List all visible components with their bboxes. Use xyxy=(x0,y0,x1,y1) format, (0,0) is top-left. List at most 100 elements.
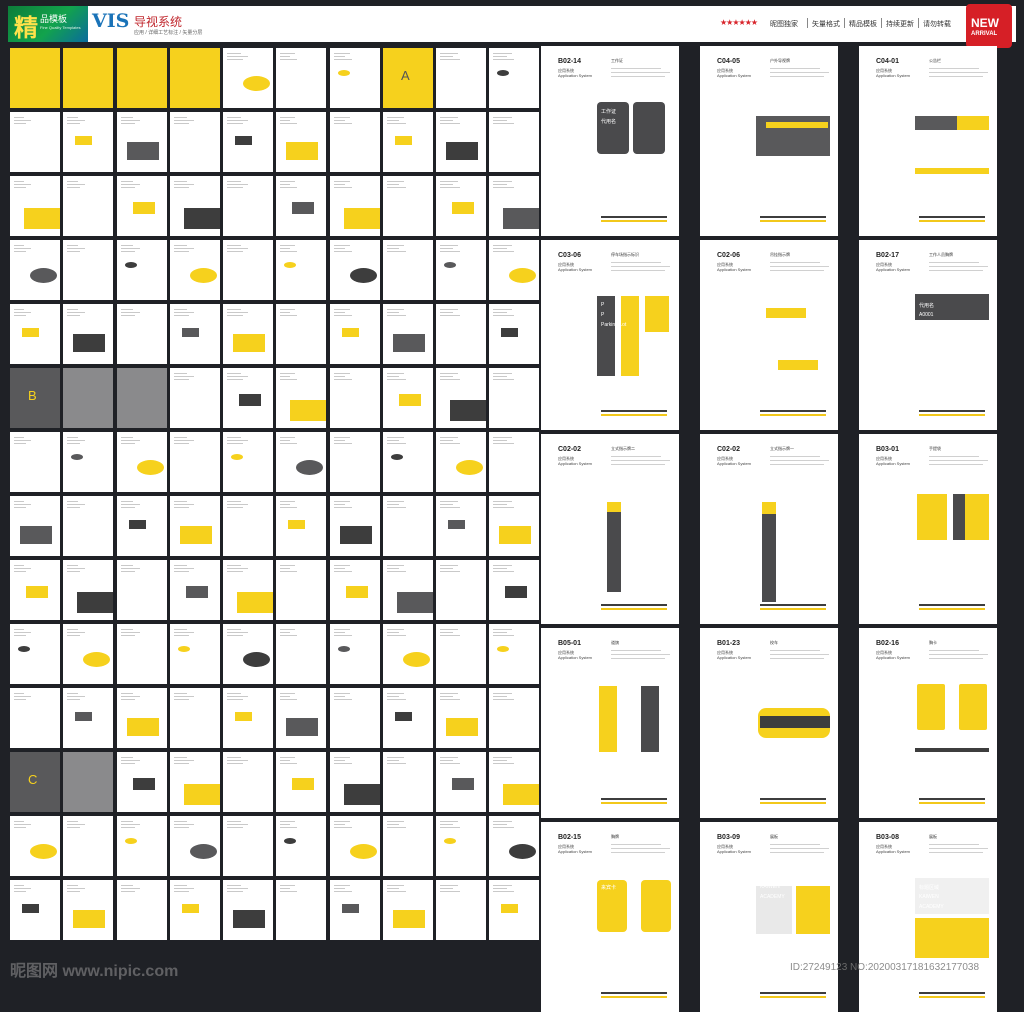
page-thumbnail[interactable] xyxy=(223,688,273,748)
page-thumbnail[interactable] xyxy=(223,560,273,620)
page-thumbnail[interactable] xyxy=(436,176,486,236)
page-thumbnail[interactable] xyxy=(383,368,433,428)
page-thumbnail[interactable] xyxy=(117,688,167,748)
page-thumbnail[interactable] xyxy=(63,880,113,940)
page-thumbnail[interactable] xyxy=(489,560,539,620)
page-thumbnail[interactable] xyxy=(383,432,433,492)
page-thumbnail[interactable] xyxy=(489,176,539,236)
page-thumbnail[interactable] xyxy=(436,752,486,812)
page-thumbnail[interactable] xyxy=(276,112,326,172)
page-thumbnail[interactable] xyxy=(10,304,60,364)
page-thumbnail[interactable] xyxy=(436,304,486,364)
page-thumbnail[interactable] xyxy=(223,496,273,556)
page-thumbnail[interactable] xyxy=(223,816,273,876)
page-thumbnail[interactable] xyxy=(170,240,220,300)
page-thumbnail[interactable] xyxy=(117,304,167,364)
page-thumbnail[interactable] xyxy=(436,48,486,108)
page-thumbnail[interactable] xyxy=(330,432,380,492)
page-thumbnail[interactable] xyxy=(63,688,113,748)
page-preview[interactable]: C04-01 应用系统 Application System 公告栏 xyxy=(859,46,997,236)
page-thumbnail[interactable] xyxy=(63,176,113,236)
page-thumbnail[interactable] xyxy=(117,48,167,108)
page-thumbnail[interactable] xyxy=(276,176,326,236)
page-thumbnail[interactable] xyxy=(223,880,273,940)
page-thumbnail[interactable] xyxy=(10,624,60,684)
page-thumbnail[interactable] xyxy=(489,496,539,556)
page-thumbnail[interactable] xyxy=(63,368,113,428)
page-preview[interactable]: B02-14 应用系统 Application System 工作证 工作证 代用名 xyxy=(541,46,679,236)
page-thumbnail[interactable] xyxy=(63,560,113,620)
page-thumbnail[interactable] xyxy=(383,688,433,748)
page-preview[interactable]: B03-01 应用系统 Application System 手提袋 xyxy=(859,434,997,624)
page-thumbnail[interactable] xyxy=(330,112,380,172)
page-thumbnail[interactable] xyxy=(489,752,539,812)
page-thumbnail[interactable] xyxy=(223,176,273,236)
page-thumbnail[interactable] xyxy=(63,304,113,364)
page-thumbnail[interactable] xyxy=(436,688,486,748)
page-thumbnail[interactable] xyxy=(170,432,220,492)
page-preview[interactable]: B03-08 应用系统 Application System 展板 标题区域 KAIWEN… xyxy=(859,822,997,1012)
page-thumbnail[interactable] xyxy=(63,496,113,556)
page-thumbnail[interactable] xyxy=(489,368,539,428)
page-thumbnail[interactable] xyxy=(276,688,326,748)
page-thumbnail[interactable] xyxy=(10,880,60,940)
page-thumbnail[interactable] xyxy=(330,688,380,748)
page-thumbnail[interactable] xyxy=(117,880,167,940)
page-thumbnail[interactable] xyxy=(276,816,326,876)
page-thumbnail[interactable] xyxy=(223,48,273,108)
page-thumbnail[interactable] xyxy=(276,432,326,492)
page-thumbnail[interactable] xyxy=(63,432,113,492)
page-preview[interactable]: B02-16 应用系统 Application System 胸卡 xyxy=(859,628,997,818)
page-thumbnail[interactable] xyxy=(436,560,486,620)
page-thumbnail[interactable] xyxy=(330,496,380,556)
page-thumbnail[interactable] xyxy=(489,880,539,940)
page-thumbnail[interactable] xyxy=(383,752,433,812)
page-thumbnail[interactable] xyxy=(10,816,60,876)
page-thumbnail[interactable] xyxy=(223,624,273,684)
page-thumbnail[interactable] xyxy=(63,624,113,684)
page-thumbnail[interactable] xyxy=(489,240,539,300)
page-thumbnail[interactable] xyxy=(10,496,60,556)
page-thumbnail[interactable] xyxy=(330,624,380,684)
page-thumbnail[interactable] xyxy=(489,624,539,684)
page-thumbnail[interactable] xyxy=(330,368,380,428)
page-preview[interactable]: B02-17 应用系统 Application System 工作人员胸牌 代用名 A00… xyxy=(859,240,997,430)
page-thumbnail[interactable] xyxy=(383,880,433,940)
page-preview[interactable]: B02-15 应用系统 Application System 胸牌 来宾卡 xyxy=(541,822,679,1012)
page-thumbnail[interactable] xyxy=(117,240,167,300)
page-thumbnail[interactable] xyxy=(276,624,326,684)
page-thumbnail[interactable] xyxy=(170,112,220,172)
page-thumbnail[interactable] xyxy=(436,624,486,684)
page-thumbnail[interactable] xyxy=(223,304,273,364)
page-thumbnail[interactable] xyxy=(276,48,326,108)
page-thumbnail[interactable] xyxy=(63,112,113,172)
page-thumbnail[interactable] xyxy=(170,688,220,748)
page-thumbnail[interactable] xyxy=(436,432,486,492)
page-thumbnail[interactable] xyxy=(276,752,326,812)
page-thumbnail[interactable] xyxy=(63,816,113,876)
page-thumbnail[interactable] xyxy=(170,48,220,108)
page-thumbnail[interactable] xyxy=(170,304,220,364)
page-thumbnail[interactable] xyxy=(489,304,539,364)
page-thumbnail[interactable]: A xyxy=(383,48,433,108)
page-thumbnail[interactable] xyxy=(489,48,539,108)
page-thumbnail[interactable] xyxy=(436,816,486,876)
page-thumbnail[interactable] xyxy=(10,112,60,172)
page-thumbnail[interactable] xyxy=(276,240,326,300)
page-thumbnail[interactable] xyxy=(10,560,60,620)
page-thumbnail[interactable] xyxy=(436,496,486,556)
page-thumbnail[interactable] xyxy=(63,752,113,812)
page-thumbnail[interactable] xyxy=(330,816,380,876)
page-thumbnail[interactable] xyxy=(170,752,220,812)
page-thumbnail[interactable] xyxy=(383,240,433,300)
page-thumbnail[interactable] xyxy=(170,880,220,940)
page-thumbnail[interactable] xyxy=(330,304,380,364)
page-thumbnail[interactable] xyxy=(489,112,539,172)
page-thumbnail[interactable] xyxy=(10,688,60,748)
page-thumbnail[interactable] xyxy=(117,176,167,236)
page-preview[interactable]: B05-01 应用系统 Application System 道旗 xyxy=(541,628,679,818)
page-preview[interactable]: C03-06 应用系统 Application System 停车场指示标识 P P Par… xyxy=(541,240,679,430)
page-thumbnail[interactable] xyxy=(489,688,539,748)
page-thumbnail[interactable] xyxy=(436,880,486,940)
page-thumbnail[interactable] xyxy=(276,496,326,556)
